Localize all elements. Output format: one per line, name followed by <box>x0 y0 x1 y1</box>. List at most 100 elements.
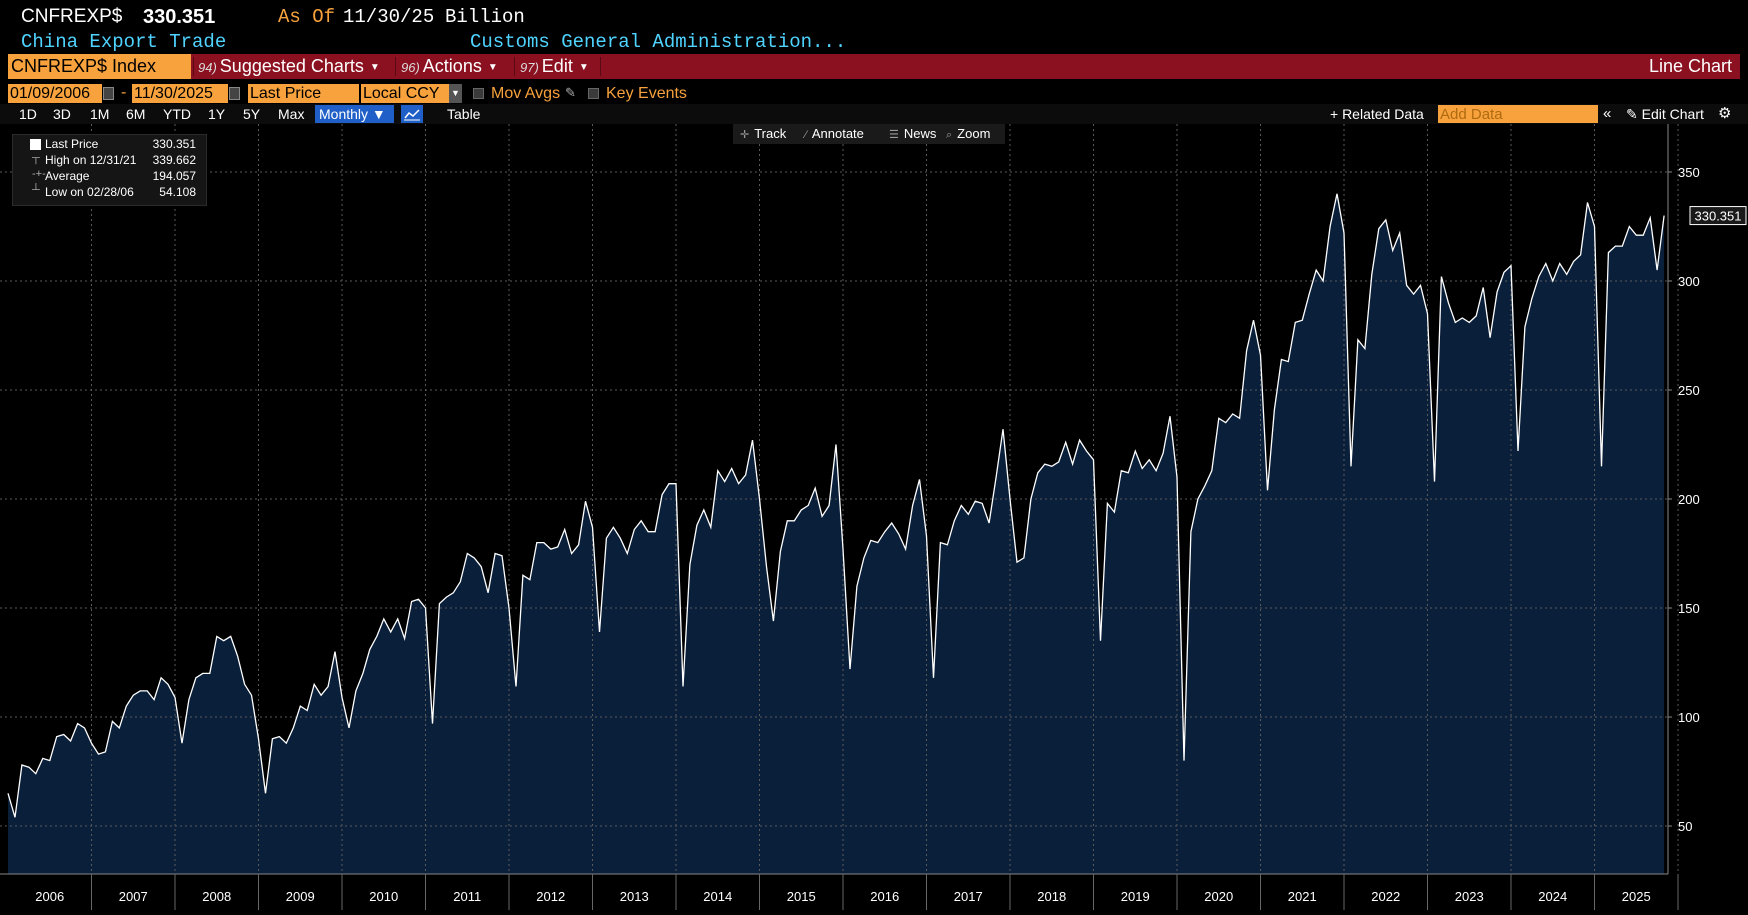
x-tick-label: 2007 <box>119 889 148 904</box>
header-row: CNFREXP$ 330.351 As Of 11/30/25 Billion <box>0 0 1748 36</box>
area-fill <box>8 193 1665 875</box>
y-tick-label: 200 <box>1678 492 1700 507</box>
legend-last-value: 330.351 <box>152 137 196 151</box>
last-value-box <box>1689 206 1747 226</box>
legend-low-label: Low on 02/28/06 <box>45 185 134 199</box>
edit-label: Edit <box>541 56 573 76</box>
y-tick-label: 350 <box>1678 165 1700 180</box>
x-tick-label: 2014 <box>703 889 732 904</box>
news-icon: ☰ <box>889 129 899 141</box>
x-tick-label: 2020 <box>1204 889 1233 904</box>
period-5y[interactable]: 5Y <box>243 106 261 122</box>
add-data-input[interactable] <box>1438 105 1598 123</box>
x-tick-label: 2017 <box>954 889 983 904</box>
x-tick-label: 2012 <box>536 889 565 904</box>
annotate-button[interactable]: ∕ Annotate <box>805 124 864 144</box>
period-3d[interactable]: 3D <box>53 106 71 122</box>
zoom-label: Zoom <box>957 126 991 141</box>
edit-chart-label: Edit Chart <box>1641 106 1704 122</box>
actions-label: Actions <box>422 56 482 76</box>
mov-avgs-checkbox[interactable] <box>473 88 484 99</box>
y-tick-label: 150 <box>1678 601 1700 616</box>
x-tick-label: 2009 <box>286 889 315 904</box>
x-tick-label: 2019 <box>1121 889 1150 904</box>
calendar-icon[interactable] <box>103 87 114 100</box>
edit-chart-button[interactable]: ✎ Edit Chart <box>1626 104 1704 124</box>
unit-label: Billion <box>445 6 525 28</box>
actions-button[interactable]: 96) Actions ▼ <box>401 54 498 79</box>
currency-dropdown-icon[interactable]: ▼ <box>449 84 462 103</box>
average-marker-icon: -+- <box>32 168 46 180</box>
x-tick-label: 2018 <box>1037 889 1066 904</box>
period-bar: 1D 3D 1M 6M YTD 1Y 5Y Max Monthly ▼ Tabl… <box>0 104 1748 124</box>
key-events-label[interactable]: Key Events <box>606 85 687 102</box>
zoom-button[interactable]: ⌕ Zoom <box>946 124 990 144</box>
subheader-row: China Export Trade Customs General Admin… <box>0 30 1748 56</box>
table-button[interactable]: Table <box>447 106 481 122</box>
legend-low-value: 54.108 <box>159 185 196 199</box>
zoom-icon: ⌕ <box>946 129 953 141</box>
x-tick-label: 2013 <box>620 889 649 904</box>
crosshair-icon: ✛ <box>740 129 750 141</box>
legend-swatch <box>30 139 41 150</box>
period-6m[interactable]: 6M <box>126 106 146 122</box>
x-tick-label: 2008 <box>202 889 231 904</box>
toolbar-divider <box>395 57 396 76</box>
edit-number: 97) <box>520 60 539 75</box>
legend-avg-value: 194.057 <box>152 169 196 183</box>
function-toolbar: CNFREXP$ Index 94) Suggested Charts ▼ 96) A… <box>8 54 1740 79</box>
chart-legend[interactable]: Last Price 330.351 ┬ High on 12/31/21 33… <box>12 134 207 206</box>
ticker-symbol: CNFREXP$ <box>21 6 123 27</box>
currency-select[interactable]: Local CCY <box>361 84 449 103</box>
news-button[interactable]: ☰ News <box>889 124 936 144</box>
dropdown-caret-icon: ▼ <box>487 61 498 73</box>
period-1y[interactable]: 1Y <box>208 106 226 122</box>
legend-high: ┬ High on 12/31/21 339.662 <box>13 152 208 168</box>
dropdown-caret-icon: ▼ <box>369 61 380 73</box>
x-tick-label: 2015 <box>787 889 816 904</box>
start-date-input[interactable]: 01/09/2006 <box>8 84 102 103</box>
line-chart-icon[interactable] <box>401 105 423 123</box>
suggested-charts-number: 94) <box>198 60 217 75</box>
gear-icon[interactable]: ⚙ <box>1718 105 1732 122</box>
line-chart[interactable]: 50 100 150 200 250 300 350 2006 2007 2008 2009 2010… <box>0 124 1748 915</box>
last-value: 330.351 <box>143 6 216 28</box>
pencil-icon[interactable]: ✎ <box>565 85 576 100</box>
related-data-button[interactable]: + Related Data <box>1330 106 1424 122</box>
x-tick-label: 2023 <box>1455 889 1484 904</box>
x-tick-label: 2024 <box>1538 889 1567 904</box>
y-tick-label: 250 <box>1678 383 1700 398</box>
as-of-date: 11/30/25 <box>343 6 435 28</box>
toolbar-divider <box>514 57 515 76</box>
chart-area[interactable]: 50 100 150 200 250 300 350 2006 2007 2008 2009 2010… <box>0 124 1748 915</box>
pencil-icon: ✎ <box>1626 106 1642 122</box>
period-max[interactable]: Max <box>278 106 305 122</box>
controls-row: 01/09/2006 - 11/30/2025 Last Price Local… <box>8 84 708 104</box>
period-ytd[interactable]: YTD <box>163 106 191 122</box>
security-field[interactable]: CNFREXP$ Index <box>8 54 191 79</box>
suggested-charts-label: Suggested Charts <box>219 56 364 76</box>
key-events-checkbox[interactable] <box>588 88 599 99</box>
y-tick-label: 300 <box>1678 274 1700 289</box>
period-1d[interactable]: 1D <box>19 106 37 122</box>
collapse-chevron-icon[interactable]: « <box>1603 105 1612 122</box>
end-date-input[interactable]: 11/30/2025 <box>132 84 228 103</box>
x-tick-label: 2022 <box>1371 889 1400 904</box>
legend-high-value: 339.662 <box>152 153 196 167</box>
source-link[interactable]: Customs General Administration... <box>470 31 847 53</box>
actions-number: 96) <box>401 60 420 75</box>
price-field-select[interactable]: Last Price <box>248 84 359 103</box>
period-1m[interactable]: 1M <box>90 106 110 122</box>
legend-last-price: Last Price 330.351 <box>13 136 208 152</box>
annotate-icon: ∕ <box>805 129 807 141</box>
suggested-charts-button[interactable]: 94) Suggested Charts ▼ <box>198 54 380 79</box>
calendar-icon[interactable] <box>229 87 240 100</box>
track-label: Track <box>754 126 787 141</box>
track-button[interactable]: ✛ Track <box>740 124 786 144</box>
x-tick-label: 2025 <box>1622 889 1651 904</box>
series-name: China Export Trade <box>21 31 227 53</box>
mov-avgs-label[interactable]: Mov Avgs <box>491 85 561 102</box>
edit-button[interactable]: 97) Edit ▼ <box>520 54 589 79</box>
frequency-select[interactable]: Monthly ▼ <box>315 105 394 123</box>
chart-type-label[interactable]: Line Chart <box>1648 56 1732 76</box>
